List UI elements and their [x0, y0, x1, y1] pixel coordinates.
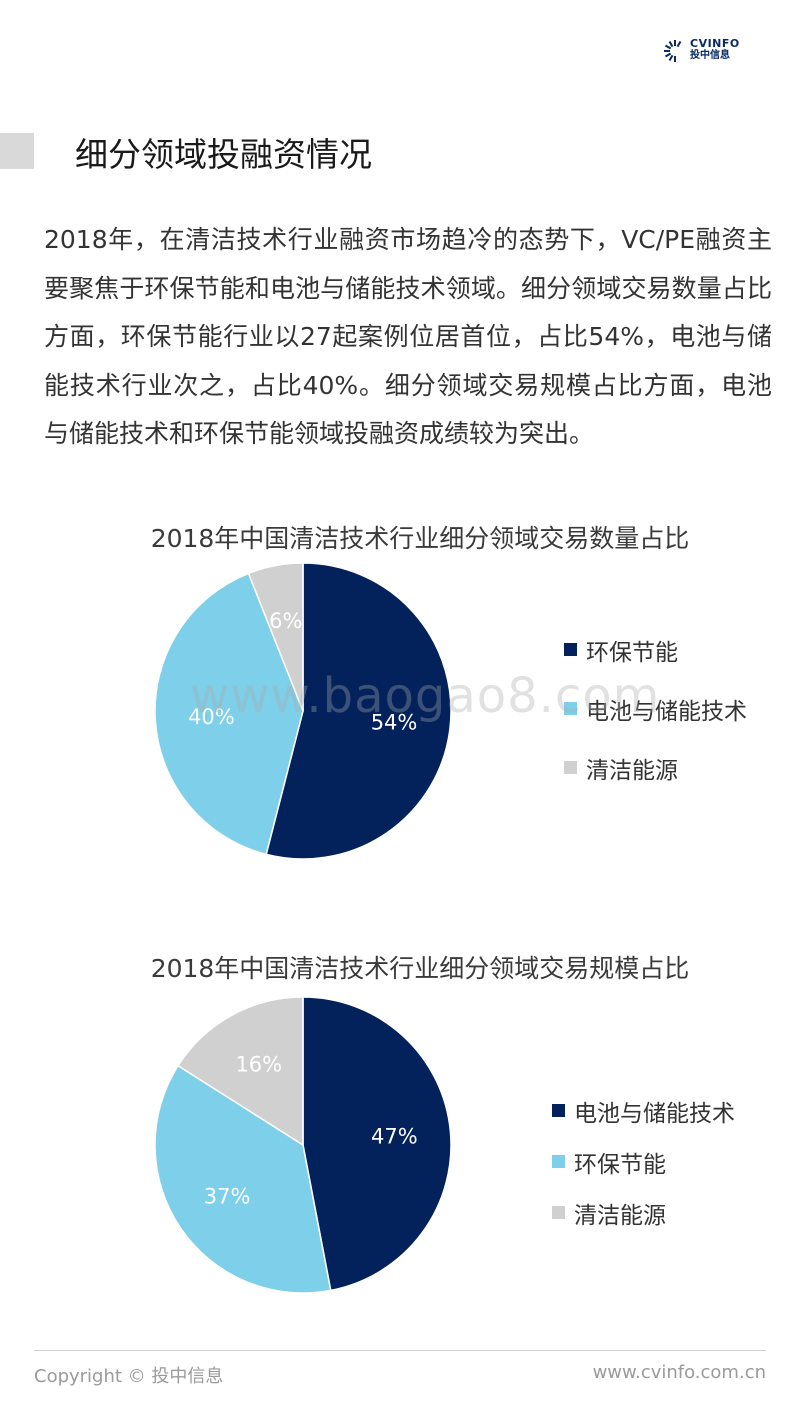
cvinfo-logo-icon [664, 40, 682, 62]
legend-swatch [552, 1206, 565, 1219]
legend-label: 环保节能 [574, 1151, 666, 1178]
pie-slice-环保节能 [265, 562, 452, 860]
watermark: www.baogao8.com [190, 668, 661, 724]
legend-item: 电池与储能技术 [564, 679, 747, 738]
footer-divider [34, 1350, 766, 1351]
pie-data-label: 6% [269, 609, 302, 633]
pie-chart-1: 54% 40% 6% [154, 562, 452, 860]
body-paragraph: 2018年，在清洁技术行业融资市场趋冷的态势下，VC/PE融资主要聚焦于环保节能… [44, 225, 772, 448]
legend-swatch [552, 1104, 565, 1117]
chart-1-legend: 环保节能 电池与储能技术 清洁能源 [564, 620, 747, 797]
brand-logo: CVINFO 投中信息 [664, 38, 754, 66]
footer-copyright: Copyright © 投中信息 [34, 1366, 224, 1387]
pie-data-label: 47% [371, 1124, 418, 1148]
pie-data-label: 54% [371, 711, 418, 735]
pie-data-label: 40% [188, 705, 235, 729]
legend-swatch [564, 761, 577, 774]
legend-label: 清洁能源 [574, 1202, 666, 1229]
legend-swatch [564, 643, 577, 656]
section-marker [0, 133, 34, 169]
legend-item: 环保节能 [564, 620, 747, 679]
logo-chinese: 投中信息 [690, 50, 730, 61]
pie-slice-清洁能源 [247, 562, 304, 712]
legend-label: 电池与储能技术 [586, 698, 747, 725]
legend-item: 环保节能 [552, 1136, 735, 1187]
legend-item: 电池与储能技术 [552, 1085, 735, 1136]
pie-slice-电池与储能技术 [302, 996, 452, 1292]
pie-data-label: 16% [235, 1053, 282, 1077]
pie-slice-环保节能 [154, 1064, 332, 1294]
legend-item: 清洁能源 [564, 738, 747, 797]
chart-1-title: 2018年中国清洁技术行业细分领域交易数量占比 [150, 524, 690, 553]
legend-label: 电池与储能技术 [574, 1100, 735, 1127]
legend-label: 清洁能源 [586, 757, 678, 784]
legend-item: 清洁能源 [552, 1187, 735, 1238]
logo-wordmark: CVINFO [690, 37, 740, 50]
chart-2-title: 2018年中国清洁技术行业细分领域交易规模占比 [150, 954, 690, 983]
footer-website[interactable]: www.cvinfo.com.cn [592, 1362, 766, 1383]
legend-swatch [552, 1155, 565, 1168]
pie-slice-电池与储能技术 [154, 572, 304, 856]
pie-slice-清洁能源 [177, 996, 304, 1147]
legend-label: 环保节能 [586, 639, 678, 666]
chart-2-legend: 电池与储能技术 环保节能 清洁能源 [552, 1085, 735, 1238]
pie-data-label: 37% [204, 1185, 251, 1209]
section-title: 细分领域投融资情况 [75, 135, 372, 174]
pie-chart-2: 47% 37% 16% [154, 996, 452, 1294]
legend-swatch [564, 702, 577, 715]
